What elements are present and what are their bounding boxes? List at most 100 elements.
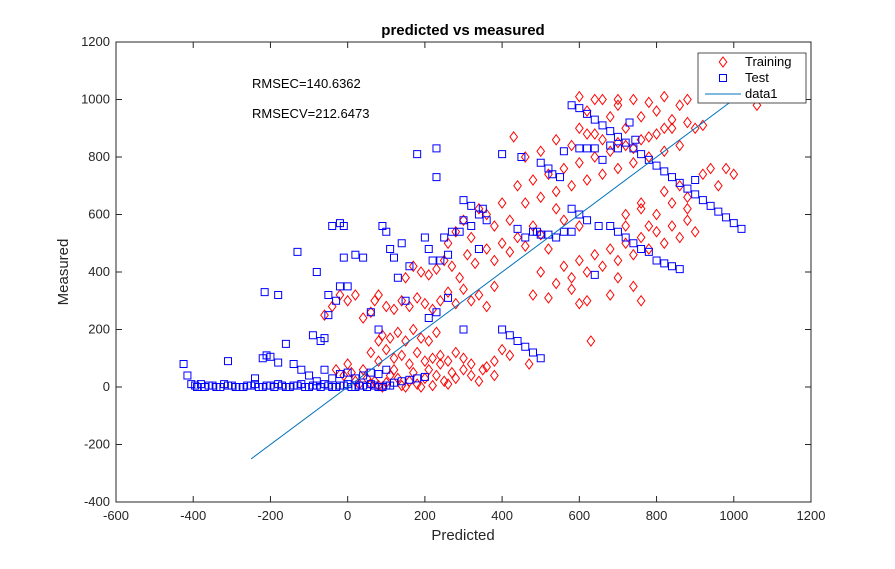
training-point [713, 179, 723, 192]
training-point [582, 174, 592, 186]
training-point [536, 266, 546, 278]
training-point [451, 225, 461, 238]
training-point [474, 289, 484, 301]
training-point [420, 355, 430, 367]
training-point [374, 289, 383, 301]
training-point [667, 220, 677, 232]
test-point [459, 325, 468, 334]
training-point [343, 294, 353, 307]
legend-test-marker [719, 74, 727, 82]
training-point [320, 309, 329, 321]
training-point [505, 214, 515, 227]
test-point [517, 153, 526, 161]
training-point [582, 128, 592, 140]
test-point [401, 296, 410, 305]
test-point [223, 357, 232, 366]
training-point [505, 246, 515, 258]
training-point [374, 335, 383, 347]
training-point [629, 93, 638, 106]
test-point [428, 256, 437, 265]
training-point [659, 90, 669, 103]
test-point [729, 219, 738, 228]
test-point [351, 250, 360, 259]
training-point [567, 139, 576, 152]
tick-marks [115, 41, 812, 503]
test-point [552, 233, 561, 242]
test-point [575, 210, 584, 219]
training-point [447, 366, 457, 379]
training-point [605, 243, 615, 255]
test-point [262, 381, 271, 390]
test-point [285, 383, 294, 391]
y-axis-label: Measured [55, 239, 72, 306]
training-point [636, 202, 646, 215]
test-point [208, 381, 217, 390]
test-point [405, 375, 414, 384]
training-point [706, 162, 715, 175]
training-point [698, 119, 708, 132]
test-point [467, 201, 476, 210]
test-point [432, 173, 441, 182]
training-point [551, 277, 561, 290]
training-point [652, 208, 661, 221]
training-point [358, 363, 368, 376]
test-point [420, 233, 429, 242]
training-point [644, 220, 654, 232]
training-point [443, 355, 453, 367]
training-point [574, 220, 584, 232]
test-point [675, 265, 684, 274]
test-point [652, 161, 661, 170]
test-point [459, 216, 468, 225]
test-point [335, 219, 344, 228]
training-point [605, 110, 615, 123]
training-point [667, 122, 677, 135]
test-point [413, 374, 422, 383]
test-point [440, 233, 449, 242]
training-point [636, 231, 646, 244]
training-point [605, 289, 615, 301]
training-point [551, 133, 561, 146]
test-point [556, 173, 565, 182]
training-point [652, 225, 661, 238]
training-point [613, 271, 623, 284]
y-tick-label: 400 [88, 264, 110, 279]
test-point [316, 337, 325, 345]
training-point [405, 300, 414, 313]
test-point [324, 311, 333, 320]
training-point [520, 151, 530, 163]
training-point [459, 283, 468, 296]
training-point [574, 122, 584, 135]
test-point [308, 331, 317, 340]
y-tick-label: -200 [84, 437, 110, 452]
training-point [629, 248, 638, 261]
test-point [521, 342, 530, 351]
training-point [358, 312, 368, 324]
test-point [625, 118, 634, 127]
test-point [559, 147, 568, 156]
training-point [432, 326, 441, 339]
training-point [590, 93, 600, 106]
training-point [683, 93, 692, 106]
training-point [416, 381, 426, 393]
training-point [528, 289, 538, 301]
test-point [583, 144, 592, 153]
training-point [416, 332, 426, 344]
test-point [278, 381, 287, 390]
training-point [559, 260, 569, 273]
test-point [366, 308, 375, 317]
y-tick-label: 0 [103, 379, 110, 394]
training-point [513, 179, 522, 192]
test-point [459, 196, 468, 205]
test-point [513, 337, 522, 345]
training-point [451, 297, 461, 310]
test-point [482, 216, 491, 225]
training-point [574, 254, 584, 267]
y-tick-label: 1200 [81, 34, 110, 49]
test-point [270, 383, 279, 391]
training-point [667, 197, 677, 209]
test-point [297, 365, 306, 374]
training-point [621, 220, 631, 232]
training-point [435, 349, 445, 362]
training-point [675, 231, 685, 244]
